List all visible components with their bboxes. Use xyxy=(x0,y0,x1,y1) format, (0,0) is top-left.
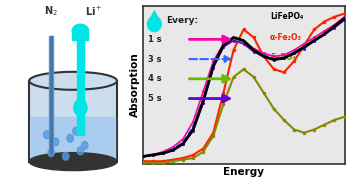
Text: 5 s: 5 s xyxy=(148,94,161,103)
Text: LiFePO₄: LiFePO₄ xyxy=(270,12,303,21)
Text: N$_2$: N$_2$ xyxy=(44,4,57,18)
Text: FePO₄: FePO₄ xyxy=(270,53,296,62)
Circle shape xyxy=(52,138,59,146)
Circle shape xyxy=(67,134,73,142)
Circle shape xyxy=(63,152,69,160)
Ellipse shape xyxy=(72,24,88,37)
Circle shape xyxy=(74,100,87,116)
Bar xyxy=(31,117,116,162)
Text: 1 s: 1 s xyxy=(148,35,161,44)
Circle shape xyxy=(44,131,50,139)
Text: Li$^+$: Li$^+$ xyxy=(85,5,102,18)
Polygon shape xyxy=(76,93,85,104)
Bar xyxy=(50,36,52,153)
Circle shape xyxy=(73,127,79,135)
Ellipse shape xyxy=(29,72,117,90)
Bar xyxy=(49,36,53,153)
Bar xyxy=(29,81,117,162)
Circle shape xyxy=(81,142,88,149)
Text: Every:: Every: xyxy=(166,16,198,25)
Bar xyxy=(77,30,84,135)
X-axis label: Energy: Energy xyxy=(223,167,264,177)
Text: 4 s: 4 s xyxy=(148,74,161,83)
Text: 3 s: 3 s xyxy=(148,55,161,64)
Circle shape xyxy=(148,16,161,32)
Text: α-Fe₂O₃: α-Fe₂O₃ xyxy=(270,33,302,42)
Bar xyxy=(72,29,88,40)
Circle shape xyxy=(48,149,54,156)
Y-axis label: Absorption: Absorption xyxy=(130,53,140,117)
Circle shape xyxy=(77,147,84,155)
Ellipse shape xyxy=(29,153,117,170)
Polygon shape xyxy=(150,11,159,21)
